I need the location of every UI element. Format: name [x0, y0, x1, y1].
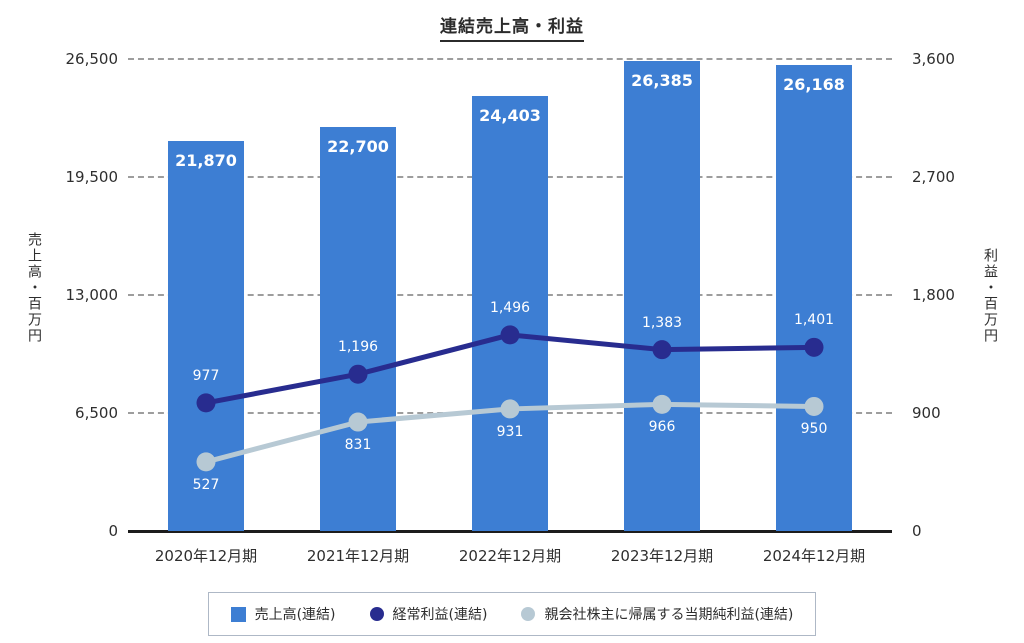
right-axis-tick-label: 900	[912, 404, 941, 422]
right-axis-tick-label: 3,600	[912, 50, 955, 68]
line-point	[804, 396, 824, 416]
x-axis-category-label: 2021年12月期	[306, 547, 410, 565]
line-value-label: 527	[192, 476, 220, 493]
line-point	[500, 325, 520, 345]
right-axis-title: 利益・百万円	[982, 248, 998, 344]
left-axis-tick-label: 6,500	[75, 404, 118, 422]
line-value-label: 831	[344, 437, 372, 454]
right-axis-tick-label: 0	[912, 522, 922, 540]
line-point	[804, 337, 824, 357]
line-value-label: 1,401	[793, 312, 835, 329]
line-series-layer	[196, 325, 824, 472]
legend-item-net-profit: 親会社株主に帰属する当期純利益(連結)	[521, 604, 793, 624]
line-value-label: 977	[192, 367, 220, 384]
line-point	[652, 394, 672, 414]
legend-item-sales-label: 売上高(連結)	[254, 607, 336, 623]
chart-title: 連結売上高・利益	[0, 12, 1024, 42]
left-axis-tick-label: 19,500	[65, 168, 119, 186]
x-axis-category-label: 2024年12月期	[762, 547, 866, 565]
x-axis-category-label: 2023年12月期	[610, 547, 714, 565]
chart-title-text: 連結売上高・利益	[440, 12, 584, 42]
bar	[776, 64, 852, 531]
legend-item-sales-swatch	[230, 606, 246, 622]
legend-item-ordinary-profit: 経常利益(連結)	[369, 604, 488, 624]
bar	[320, 126, 396, 531]
x-axis-category-label: 2020年12月期	[154, 547, 258, 565]
x-axis-line	[128, 530, 892, 533]
bar-value-label: 21,870	[175, 151, 237, 171]
bar-value-label: 22,700	[327, 136, 389, 156]
line-series-0	[205, 332, 815, 406]
bar-value-label: 26,168	[783, 74, 845, 94]
right-axis-tick-label: 2,700	[912, 168, 955, 186]
line-point	[500, 399, 520, 419]
line-value-label: 950	[800, 421, 828, 438]
line-value-label: 966	[648, 419, 676, 436]
line-value-label: 1,383	[641, 314, 683, 331]
left-axis-tick-label: 0	[108, 522, 118, 540]
left-axis-tick-label: 26,500	[65, 50, 119, 68]
line-point	[652, 340, 672, 360]
legend-item-net-profit-label: 親会社株主に帰属する当期純利益(連結)	[544, 607, 794, 623]
legend-item-net-profit-swatch	[521, 607, 536, 621]
bar	[472, 96, 548, 531]
bar	[624, 61, 700, 531]
bar-value-label: 26,385	[631, 71, 693, 91]
line-point	[348, 412, 368, 432]
legend-item-sales: 売上高(連結)	[230, 604, 336, 624]
left-axis-title: 売上高・百万円	[26, 232, 42, 344]
line-point	[348, 364, 368, 384]
line-value-label: 1,496	[489, 299, 531, 316]
legend-item-ordinary-profit-label: 経常利益(連結)	[392, 607, 488, 623]
bar-value-label: 24,403	[479, 106, 541, 126]
x-axis-category-label: 2022年12月期	[458, 547, 562, 565]
legend: 売上高(連結) 経常利益(連結) 親会社株主に帰属する当期純利益(連結)	[207, 592, 817, 636]
line-value-label: 1,196	[337, 339, 379, 356]
line-point	[196, 393, 216, 413]
line-value-label: 931	[496, 423, 524, 440]
right-axis-tick-label: 1,800	[912, 286, 955, 304]
gridline	[128, 58, 892, 60]
left-axis-tick-label: 13,000	[65, 286, 119, 304]
line-point	[196, 452, 216, 472]
legend-item-ordinary-profit-swatch	[369, 607, 384, 621]
